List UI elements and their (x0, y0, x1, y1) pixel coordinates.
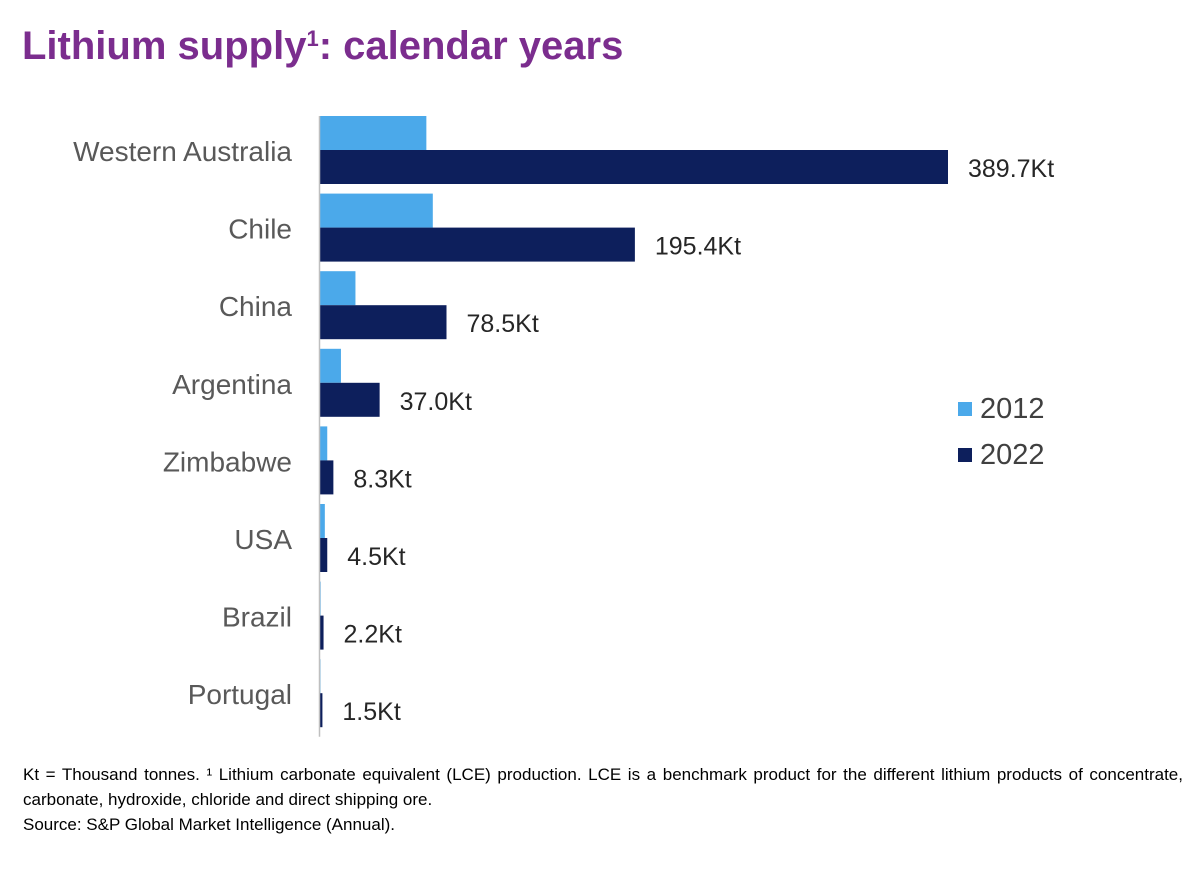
category-label-chile: Chile (228, 214, 292, 245)
bar-2012-chile (320, 193, 433, 228)
data-label-brazil: 2.2Kt (344, 621, 402, 649)
footnote-source: Source: S&P Global Market Intelligence (… (23, 815, 395, 834)
bar-2012-western-australia (320, 116, 427, 150)
legend-item-2012: 2012 (958, 386, 1045, 432)
data-label-usa: 4.5Kt (347, 543, 405, 571)
title-footnote-marker: 1 (306, 26, 319, 51)
chart-title: Lithium supply1: calendar years (22, 24, 623, 69)
data-label-chile: 195.4Kt (655, 233, 741, 261)
data-label-china: 78.5Kt (467, 310, 539, 338)
legend-label-2022: 2022 (980, 438, 1045, 471)
bar-2012-zimbabwe (320, 426, 328, 461)
bar-2022-argentina (320, 382, 380, 417)
bar-chart: Western Australia 389.7Kt Chile 195.4Kt Chin… (73, 116, 1054, 737)
bar-2022-brazil (320, 615, 324, 650)
bar-2012-brazil (320, 581, 321, 616)
data-label-western-australia: 389.7Kt (968, 155, 1054, 183)
category-label-usa: USA (234, 524, 292, 555)
legend-swatch-2022 (958, 448, 972, 462)
legend-item-2022: 2022 (958, 432, 1045, 478)
category-label-china: China (219, 291, 293, 322)
data-label-portugal: 1.5Kt (342, 698, 400, 726)
data-label-argentina: 37.0Kt (400, 388, 472, 416)
bar-2022-western-australia (320, 150, 948, 184)
chart-title-suffix: : calendar years (318, 24, 624, 68)
chart-title-main: Lithium supply (22, 24, 307, 68)
legend-swatch-2012 (958, 402, 972, 416)
legend-label-2012: 2012 (980, 392, 1045, 425)
bar-2022-zimbabwe (320, 460, 334, 495)
bar-2012-china (320, 271, 356, 306)
footnote-definition: Kt = Thousand tonnes. ¹ Lithium carbonat… (23, 765, 1183, 809)
data-label-zimbabwe: 8.3Kt (353, 465, 411, 493)
footnote: Kt = Thousand tonnes. ¹ Lithium carbonat… (23, 762, 1183, 837)
bar-2022-chile (320, 227, 635, 262)
chart-legend: 2012 2022 (958, 386, 1045, 478)
bar-2022-usa (320, 538, 328, 572)
category-label-argentina: Argentina (172, 369, 292, 400)
category-label-western-australia: Western Australia (73, 136, 292, 167)
category-label-zimbabwe: Zimbabwe (163, 446, 292, 477)
bar-2012-usa (320, 504, 325, 538)
category-label-brazil: Brazil (222, 602, 292, 633)
category-label-portugal: Portugal (188, 679, 292, 710)
bar-2022-china (320, 305, 447, 340)
bar-2022-portugal (320, 693, 323, 728)
bar-2012-argentina (320, 348, 341, 383)
